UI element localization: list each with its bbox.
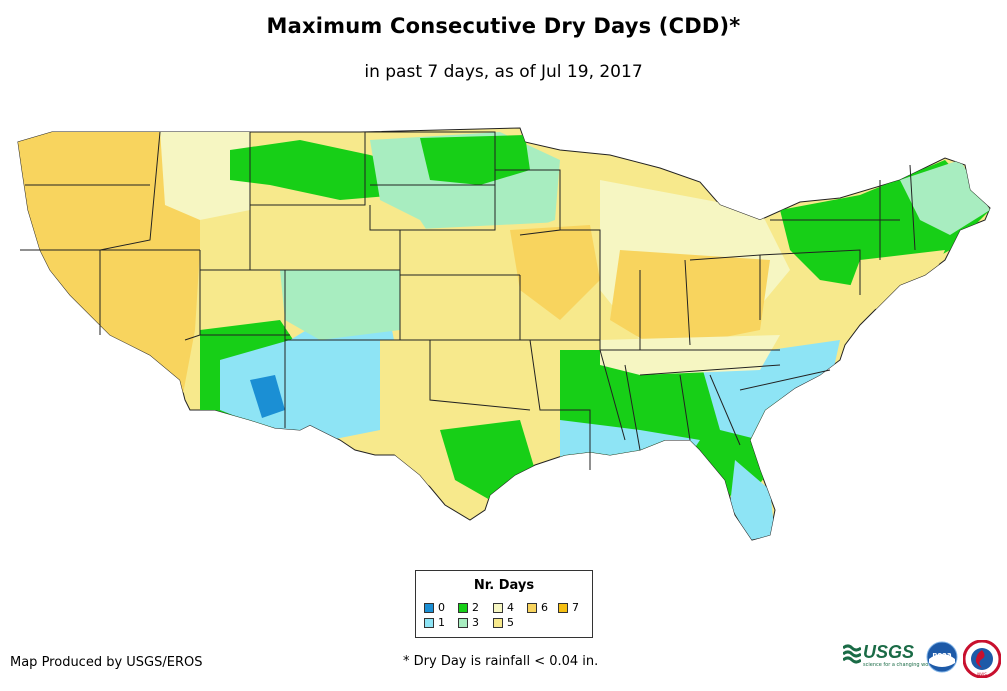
noaa-label: noaa <box>932 651 952 659</box>
legend-label: 0 <box>438 601 445 614</box>
legend-label: 3 <box>472 616 479 629</box>
state-border <box>200 269 401 341</box>
state-border <box>639 259 691 350</box>
state-border <box>249 132 366 206</box>
legend: Nr. Days 0 1 2 3 4 5 6 7 <box>415 570 593 638</box>
usgs-wordmark: USGS <box>863 642 915 662</box>
state-borders <box>20 131 916 470</box>
dry-day-note: * Dry Day is rainfall < 0.04 in. <box>403 654 599 669</box>
legend-label: 1 <box>438 616 445 629</box>
legend-swatch <box>458 618 468 628</box>
region-florida-1day <box>730 460 775 540</box>
state-border <box>560 229 601 350</box>
legend-label: 4 <box>507 601 514 614</box>
noaa-emblem-icon: noaa <box>926 641 958 673</box>
map-credit: Map Produced by USGS/EROS <box>10 655 203 670</box>
state-border <box>99 131 161 335</box>
state-border <box>739 369 831 391</box>
state-border <box>529 339 591 470</box>
noaa-logo: noaa <box>926 641 958 673</box>
region-northwest-4days <box>160 130 250 220</box>
region-colorado-3days <box>280 270 400 340</box>
legend-swatch <box>424 618 434 628</box>
state-border <box>639 364 781 376</box>
region-midwest-6days <box>610 250 770 350</box>
map-subtitle: in past 7 days, as of Jul 19, 2017 <box>364 62 643 82</box>
state-border <box>399 230 520 276</box>
region-dakotas-2days <box>420 135 530 185</box>
state-border <box>599 349 641 451</box>
state-border <box>519 275 600 341</box>
usgs-logo: USGS science for a changing world <box>843 642 935 670</box>
legend-label: 6 <box>541 601 548 614</box>
usgs-wave-icon <box>843 644 861 664</box>
legend-label: 7 <box>572 601 579 614</box>
state-border <box>429 340 531 411</box>
state-border <box>495 169 561 236</box>
legend-swatch <box>424 603 434 613</box>
region-arizona-0days <box>250 375 285 418</box>
legend-swatch <box>558 603 568 613</box>
usgs-tagline: science for a changing world <box>863 662 935 668</box>
legend-swatch <box>493 603 503 613</box>
region-tennessee-4days <box>600 335 780 375</box>
legend-label: 5 <box>507 616 514 629</box>
region-newengland-3days <box>900 160 990 235</box>
legend-swatch <box>493 618 503 628</box>
region-midatlantic-5days <box>845 250 945 310</box>
state-border <box>679 374 741 446</box>
legend-swatch <box>527 603 537 613</box>
legend-swatch <box>458 603 468 613</box>
us-map-svg <box>17 127 991 541</box>
region-iowa-6days <box>510 225 600 320</box>
nws-label: NWS <box>977 672 987 677</box>
map-title: Maximum Consecutive Dry Days (CDD)* <box>266 14 741 38</box>
legend-label: 2 <box>472 601 479 614</box>
nws-logo: NWS <box>962 639 1002 679</box>
nws-emblem-icon: NWS <box>962 639 1002 679</box>
us-map <box>0 110 1007 550</box>
state-border <box>759 249 861 295</box>
legend-title: Nr. Days <box>473 578 535 593</box>
state-border <box>365 131 496 231</box>
state-border <box>879 164 916 260</box>
